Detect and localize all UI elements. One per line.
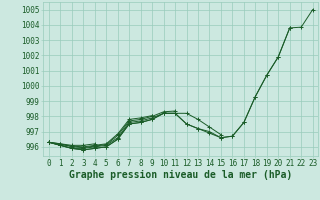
X-axis label: Graphe pression niveau de la mer (hPa): Graphe pression niveau de la mer (hPa) bbox=[69, 170, 292, 180]
